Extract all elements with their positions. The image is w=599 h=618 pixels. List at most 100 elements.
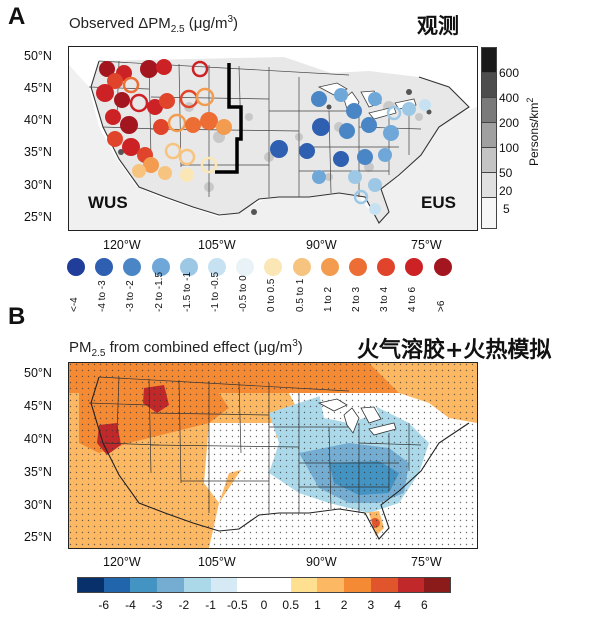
legend-circle <box>236 258 255 276</box>
colorbar-segment <box>317 577 345 593</box>
colorbar-label: 6 <box>420 598 428 612</box>
legend-circle <box>67 258 85 276</box>
colorbar-frame <box>77 577 451 593</box>
panel-a-title-sub: 2.5 <box>170 24 185 35</box>
density-title-text: Persons/km <box>527 102 541 166</box>
legend-label: <-4 <box>69 297 80 312</box>
density-tick: 200 <box>499 116 520 130</box>
density-tick: 20 <box>499 184 513 198</box>
colorbar-segment <box>103 577 131 593</box>
legend-circle <box>179 258 198 276</box>
legend-circle <box>95 258 114 276</box>
great-lakes <box>317 398 397 436</box>
panel-b-title-main: PM <box>69 339 92 356</box>
colorbar-segment <box>264 577 292 593</box>
colorbar-segment <box>237 577 265 593</box>
density-cell <box>481 122 497 148</box>
lat-label: 50°N <box>24 366 52 380</box>
colorbar-segment <box>370 577 399 593</box>
legend-label: -2 to -1.5 <box>153 271 165 312</box>
lon-label: 90°W <box>306 238 337 252</box>
legend-circle <box>349 258 367 276</box>
population-density-colorbar <box>481 47 497 229</box>
panel-a-title: Observed ΔPM2.5 (μg/m3) <box>69 14 238 35</box>
density-tick: 600 <box>499 66 520 80</box>
colorbar-segment <box>290 577 318 593</box>
panel-a-title-units-sup: 3 <box>227 14 234 25</box>
colorbar-segment <box>157 577 185 593</box>
lon-label: 75°W <box>411 555 442 569</box>
panel-b-map-svg <box>69 363 477 548</box>
obs-markers-east <box>270 88 431 215</box>
lat-label: 35°N <box>24 465 52 479</box>
density-cell <box>481 147 497 173</box>
legend-circle <box>433 258 452 276</box>
stippling <box>69 363 477 548</box>
colorbar-segment <box>183 577 212 593</box>
lat-label: 40°N <box>24 113 52 127</box>
legend-circle <box>292 258 311 276</box>
lon-label: 120°W <box>103 555 141 569</box>
panel-b-title-end: ) <box>297 339 303 356</box>
panel-a-map-svg <box>69 47 477 230</box>
colorbar-label: 0.5 <box>282 598 300 612</box>
density-tick: 400 <box>499 91 520 105</box>
lat-label: 30°N <box>24 178 52 192</box>
lat-label: 30°N <box>24 498 52 512</box>
lat-label: 45°N <box>24 399 52 413</box>
colorbar-segment <box>130 577 158 593</box>
state-borders <box>88 376 422 513</box>
panel-a-map <box>68 46 478 231</box>
density-cell <box>481 47 497 73</box>
legend-circle <box>377 258 396 276</box>
colorbar-label: 2 <box>340 598 348 612</box>
legend-circle <box>208 258 226 276</box>
colorbar-label: -6 <box>98 598 110 612</box>
lon-label: 105°W <box>198 555 236 569</box>
colorbar-label: 4 <box>394 598 401 612</box>
panel-b-title-sub: 2.5 <box>91 348 106 359</box>
legend-label: 0.5 to 1 <box>294 278 306 312</box>
density-tick: 5 <box>503 202 510 216</box>
wus-eus-divider <box>215 63 243 174</box>
legend-label: -1.5 to -1 <box>181 271 193 312</box>
density-cell <box>481 72 497 98</box>
legend-label: 4 to 6 <box>407 286 419 312</box>
colorbar-label: 1 <box>314 598 321 612</box>
colorbar-label: -1 <box>205 598 216 612</box>
panel-a-letter: A <box>8 3 26 30</box>
obs-markers-west <box>96 59 232 182</box>
panel-a-cn-label: 观测 <box>417 14 459 38</box>
legend-circle <box>405 258 424 276</box>
colorbar-segment <box>344 577 372 593</box>
region-label-eus: EUS <box>421 193 456 212</box>
coastline <box>90 376 470 540</box>
legend-label: >6 <box>435 300 447 312</box>
colorbar-segment <box>424 577 452 593</box>
legend-label: 0 to 0.5 <box>266 278 278 312</box>
lat-label: 25°N <box>24 530 52 544</box>
lat-label: 35°N <box>24 145 52 159</box>
panel-b-map <box>68 362 478 549</box>
colorbar-label: 0 <box>260 598 268 612</box>
lon-label: 90°W <box>306 555 337 569</box>
panel-b-title-sup: 3 <box>292 338 298 349</box>
density-title-sup: 2 <box>525 97 535 103</box>
lon-label: 120°W <box>103 238 141 252</box>
colorbar-label: 3 <box>367 598 375 612</box>
density-tick: 50 <box>499 166 513 180</box>
colorbar-segment <box>210 577 238 593</box>
colorbar-segment <box>397 577 425 593</box>
density-cell <box>481 97 497 123</box>
legend-circle <box>264 258 283 276</box>
lat-label: 45°N <box>24 81 52 95</box>
density-cell <box>481 197 497 229</box>
colorbar-label: -3 <box>151 598 163 612</box>
legend-label: -3 to -2 <box>125 280 137 312</box>
density-tick: 100 <box>499 141 520 155</box>
legend-label: 3 to 4 <box>379 286 391 312</box>
lon-label: 75°W <box>411 238 442 252</box>
lat-label: 40°N <box>24 432 52 446</box>
lat-label: 25°N <box>24 210 52 224</box>
legend-label: 2 to 3 <box>351 286 362 312</box>
